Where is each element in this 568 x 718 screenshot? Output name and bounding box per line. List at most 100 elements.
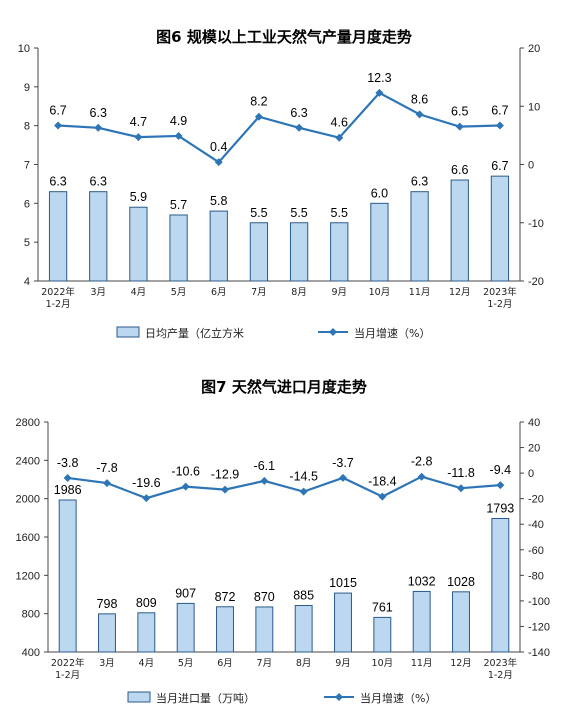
line-point-marker <box>94 123 103 132</box>
line-point-marker <box>174 131 183 140</box>
line-point-marker <box>254 112 263 121</box>
bar-value-label: 1793 <box>486 502 514 516</box>
right-tick-label: 0 <box>528 160 534 172</box>
line-value-label: -11.8 <box>447 466 475 480</box>
line-value-label: 6.7 <box>491 103 508 117</box>
line-value-label: -18.4 <box>368 475 397 489</box>
left-tick-label: 10 <box>18 43 30 55</box>
x-category-label: 7月 <box>257 658 273 669</box>
x-category-label: 1-2月 <box>487 299 512 310</box>
line-value-label: 0.4 <box>210 140 227 154</box>
left-tick-label: 5 <box>24 237 30 249</box>
x-category-label: 6月 <box>211 287 227 298</box>
bar <box>330 222 349 282</box>
x-category-label: 6月 <box>217 658 233 669</box>
line-value-label: 6.5 <box>451 105 468 119</box>
x-category-label: 3月 <box>90 287 106 298</box>
line-value-label: 8.6 <box>411 92 428 106</box>
bar <box>334 592 352 653</box>
line-value-label: -9.4 <box>490 463 512 477</box>
line-point-marker <box>221 485 229 494</box>
left-tick-label: 800 <box>22 609 40 621</box>
bar <box>48 191 68 282</box>
line-value-label: 6.3 <box>290 106 307 120</box>
x-category-label: 8月 <box>291 287 307 298</box>
left-tick-label: 9 <box>24 82 30 94</box>
left-tick-label: 2800 <box>16 417 40 429</box>
left-tick-label: 1200 <box>16 570 40 582</box>
bar-value-label: 1015 <box>329 576 357 590</box>
line-point-marker <box>339 473 347 482</box>
line-value-label: 4.6 <box>331 116 348 130</box>
right-tick-label: 10 <box>528 101 540 113</box>
line-value-label: 8.2 <box>250 95 267 109</box>
legend-bar-label: 当月进口量（万吨） <box>156 691 255 705</box>
bar-value-label: 885 <box>293 589 314 603</box>
x-category-label: 11月 <box>409 287 431 298</box>
line-value-label: -3.8 <box>57 456 79 470</box>
bar <box>89 191 108 282</box>
line-value-label: 12.3 <box>367 71 391 85</box>
bar <box>216 606 234 653</box>
x-category-label: 4月 <box>131 287 147 298</box>
x-category-label: 2022年 <box>51 657 85 669</box>
right-tick-label: 20 <box>528 443 540 455</box>
bar <box>58 499 77 653</box>
bar <box>98 613 116 653</box>
line-point-marker <box>495 121 504 130</box>
right-tick-label: -20 <box>528 494 544 506</box>
growth-rate-line <box>67 475 501 500</box>
line-value-label: 6.3 <box>90 106 107 120</box>
x-category-label: 10月 <box>369 287 391 298</box>
x-category-label: 5月 <box>171 287 187 298</box>
legend-bar-swatch <box>116 326 140 338</box>
left-tick-label: 4 <box>24 276 30 288</box>
bar <box>412 590 431 653</box>
line-point-marker <box>54 121 63 130</box>
legend-bar-label: 日均产量（亿立方米 <box>145 326 244 340</box>
left-tick-label: 7 <box>24 160 30 172</box>
line-point-marker <box>299 487 308 496</box>
line-value-label: -19.6 <box>132 476 161 490</box>
line-point-marker <box>378 492 387 501</box>
legend-bar-swatch <box>127 691 151 703</box>
bar <box>450 179 469 282</box>
right-tick-label: 40 <box>528 417 540 429</box>
right-tick-label: -40 <box>528 519 544 531</box>
bar-value-label: 1986 <box>54 483 82 497</box>
bar-value-label: 6.3 <box>49 175 66 189</box>
line-value-label: 6.7 <box>49 103 66 117</box>
chart-title: 图7 天然气进口月度走势 <box>201 378 367 396</box>
line-value-label: -3.7 <box>332 456 354 470</box>
line-point-marker <box>214 158 223 167</box>
bar <box>490 175 510 282</box>
line-value-label: -10.6 <box>171 465 200 479</box>
right-tick-label: -60 <box>528 545 544 557</box>
x-category-label: 3月 <box>99 658 115 669</box>
bar-value-label: 5.5 <box>250 206 267 220</box>
line-value-label: -12.9 <box>211 468 240 482</box>
bar-value-label: 6.6 <box>451 163 468 177</box>
line-value-label: 4.9 <box>170 114 187 128</box>
x-category-label: 7月 <box>251 287 267 298</box>
left-tick-label: 6 <box>24 198 30 210</box>
bar <box>289 222 309 282</box>
line-value-label: -6.1 <box>254 459 276 473</box>
x-category-label: 1-2月 <box>55 670 80 681</box>
right-tick-label: -80 <box>528 570 544 582</box>
bar-value-label: 907 <box>175 586 196 600</box>
bar-value-label: 6.7 <box>491 159 508 173</box>
right-tick-label: -10 <box>528 218 544 230</box>
line-point-marker <box>142 494 151 503</box>
line-value-label: -14.5 <box>289 470 318 484</box>
bar-value-label: 1028 <box>447 575 475 589</box>
bar <box>491 518 510 653</box>
right-tick-label: 20 <box>528 43 540 55</box>
line-point-marker <box>415 110 424 119</box>
bar <box>137 612 156 653</box>
right-tick-label: -120 <box>528 621 550 633</box>
right-tick-label: 0 <box>528 468 534 480</box>
line-point-marker <box>335 133 344 142</box>
x-category-label: 9月 <box>335 658 351 669</box>
